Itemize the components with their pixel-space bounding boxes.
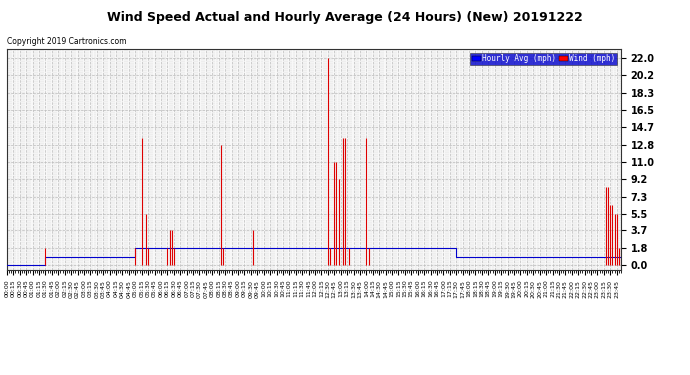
Legend: Hourly Avg (mph), Wind (mph): Hourly Avg (mph), Wind (mph) xyxy=(470,53,617,64)
Text: Copyright 2019 Cartronics.com: Copyright 2019 Cartronics.com xyxy=(7,38,126,46)
Text: Wind Speed Actual and Hourly Average (24 Hours) (New) 20191222: Wind Speed Actual and Hourly Average (24… xyxy=(107,11,583,24)
